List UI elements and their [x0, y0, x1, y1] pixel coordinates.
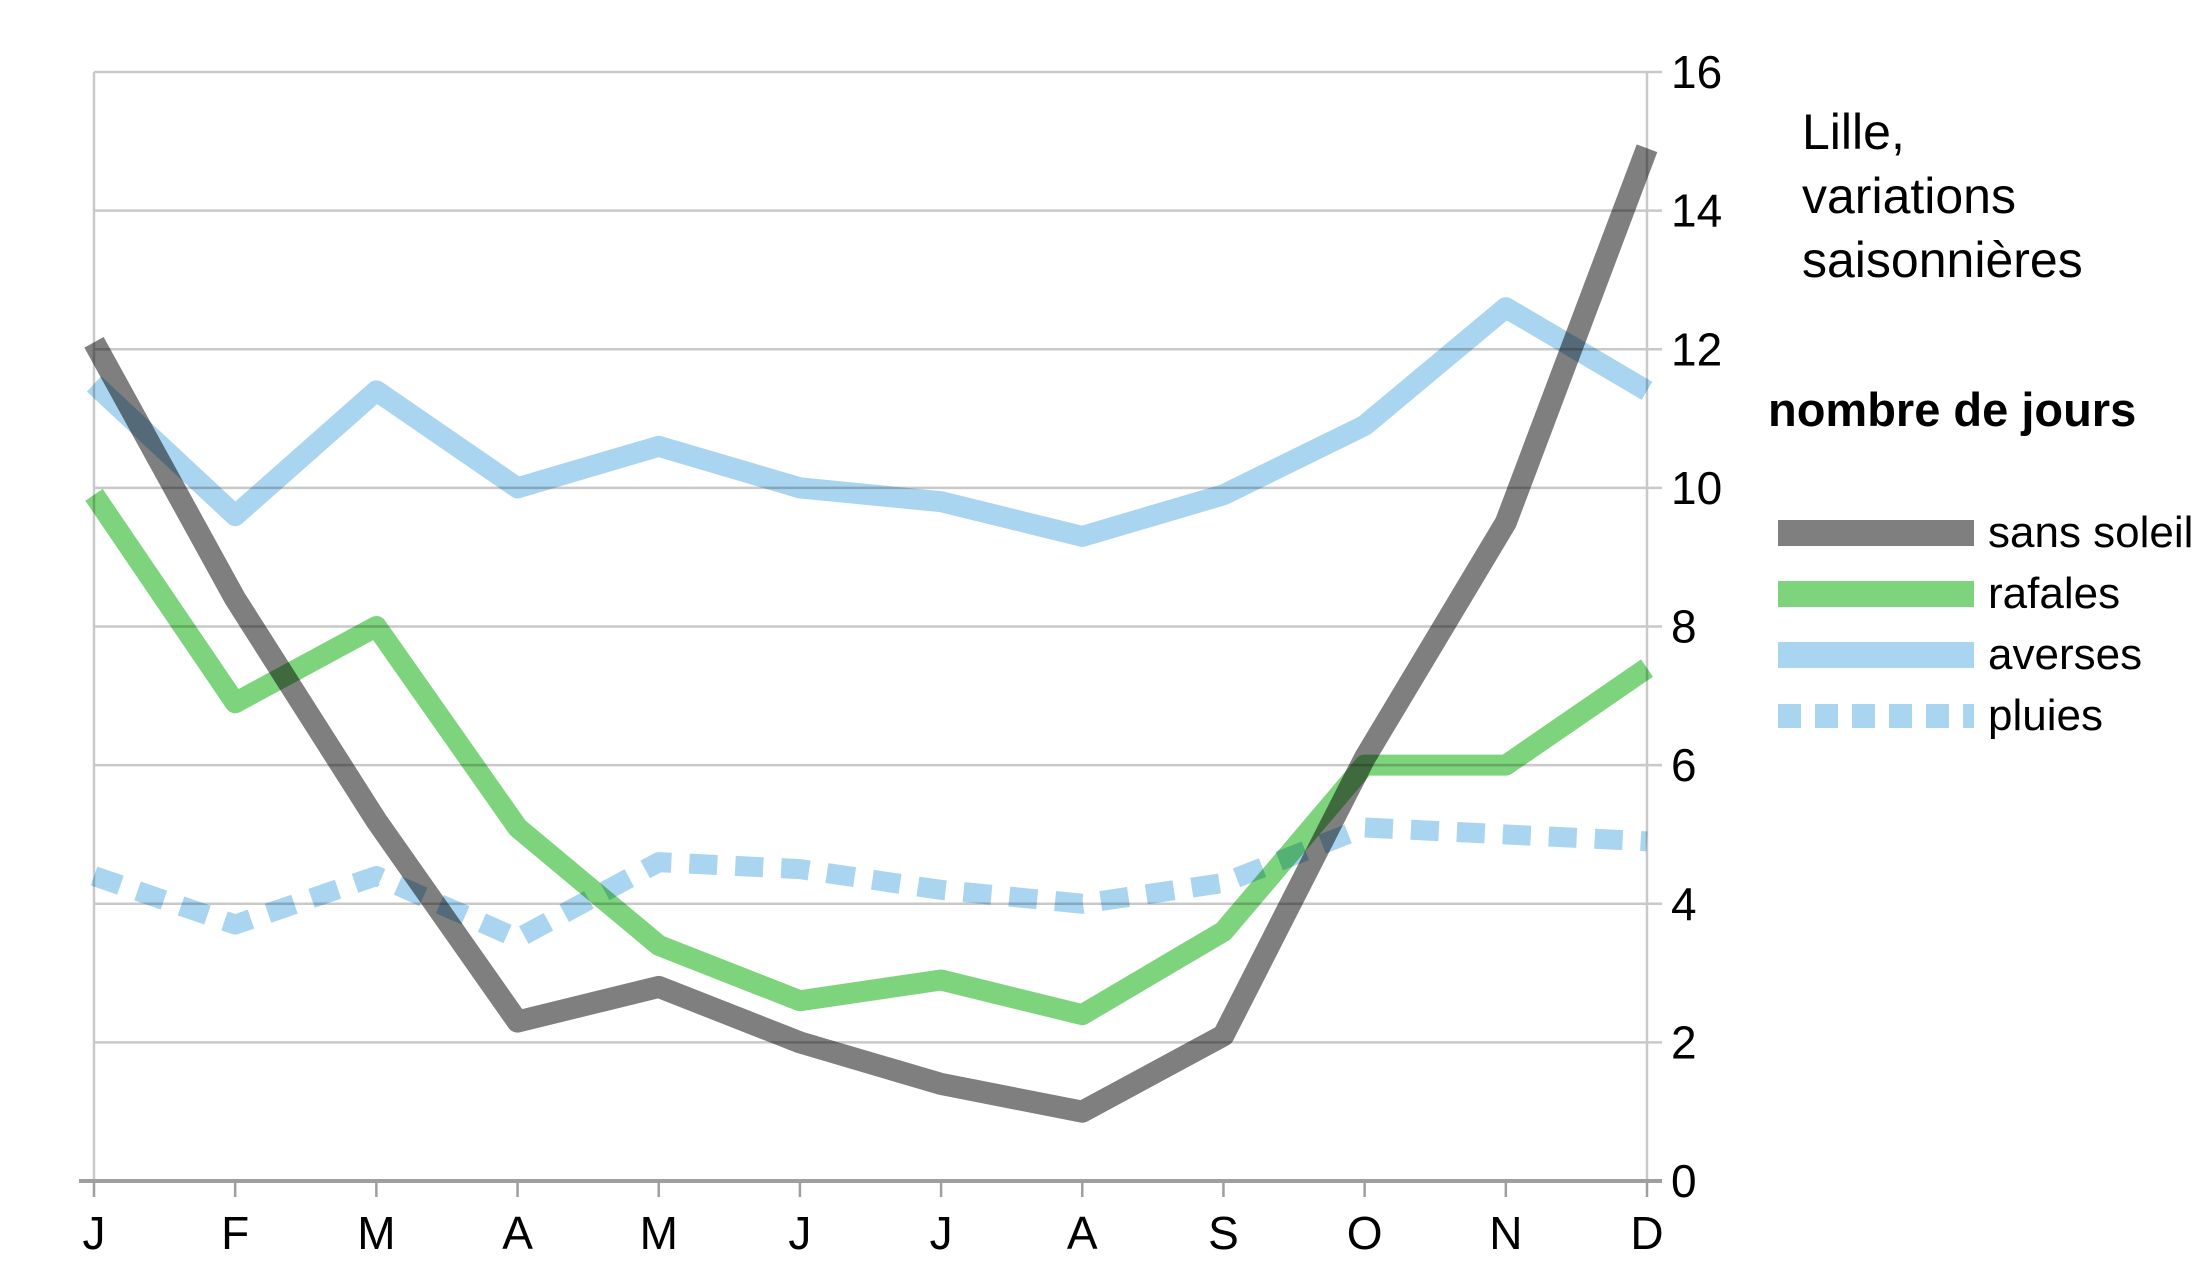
- y-axis-tick-label: 0: [1671, 1155, 1697, 1207]
- legend-swatch-sans-soleil: [1778, 519, 1974, 546]
- x-axis-month-label: S: [1208, 1207, 1239, 1259]
- x-axis-month-label: D: [1630, 1207, 1663, 1259]
- x-axis-month-label: N: [1489, 1207, 1522, 1259]
- legend: sans soleil rafales averses pluies: [1778, 502, 2193, 746]
- chart-title-line: Lille,: [1802, 104, 1905, 160]
- y-axis-tick-label: 2: [1671, 1016, 1697, 1068]
- y-axis-tick-label: 12: [1671, 323, 1722, 375]
- legend-item-label: sans soleil: [1988, 507, 2194, 557]
- y-axis-tick-label: 6: [1671, 739, 1697, 791]
- y-axis-tick-label: 16: [1671, 46, 1722, 98]
- legend-swatch-pluies: [1778, 703, 1974, 728]
- legend-swatch-averses: [1778, 641, 1974, 668]
- series-line-averses: [86, 297, 1653, 547]
- legend-item: sans soleil: [1778, 502, 2193, 563]
- legend-item-label: pluies: [1988, 690, 2103, 740]
- series-line-rafales: [85, 488, 1653, 1026]
- legend-item-label: averses: [1988, 629, 2143, 679]
- x-axis-month-label: M: [640, 1207, 678, 1259]
- legend-title: nombre de jours: [1768, 383, 2137, 436]
- series-line-sans-soleil: [84, 144, 1658, 1123]
- y-axis-tick-label: 10: [1671, 462, 1722, 514]
- legend-item: pluies: [1778, 685, 2193, 746]
- legend-swatch-rafales: [1778, 580, 1974, 607]
- legend-item-label: rafales: [1988, 568, 2121, 618]
- y-axis-tick-label: 4: [1671, 878, 1697, 930]
- chart-title: Lille, variations saisonnières: [1802, 100, 2083, 292]
- x-axis-month-label: J: [83, 1207, 106, 1259]
- x-axis-month-label: M: [357, 1207, 395, 1259]
- x-axis-month-label: O: [1347, 1207, 1383, 1259]
- legend-item: rafales: [1778, 563, 2193, 624]
- x-axis-month-label: A: [1067, 1207, 1098, 1259]
- y-axis-tick-label: 14: [1671, 185, 1722, 237]
- series-line-pluies: [90, 817, 1648, 949]
- chart-title-line: saisonnières: [1802, 232, 2083, 288]
- x-axis-month-label: F: [221, 1207, 249, 1259]
- legend-item: averses: [1778, 624, 2193, 685]
- x-axis-month-label: J: [930, 1207, 953, 1259]
- x-axis-month-label: J: [788, 1207, 811, 1259]
- y-axis-tick-label: 8: [1671, 601, 1697, 653]
- x-axis-month-label: A: [502, 1207, 533, 1259]
- chart-title-line: variations: [1802, 168, 2016, 224]
